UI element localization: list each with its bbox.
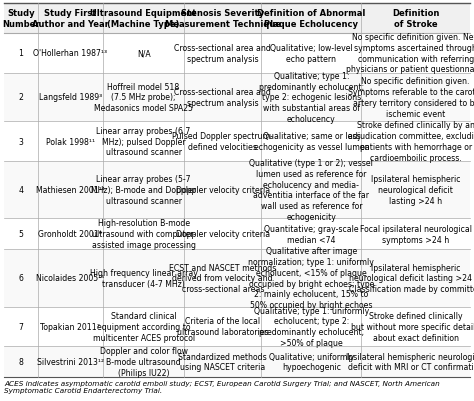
Bar [4,162,470,219]
Text: Stroke defined clinically
but without more specific details
about exact definiti: Stroke defined clinically but without mo… [351,311,474,342]
Text: Study
Number: Study Number [2,9,40,28]
Bar [4,307,470,346]
Text: Qualitative (type 1 or 2); vessel
lumen used as reference for
echolucency and me: Qualitative (type 1 or 2); vessel lumen … [249,159,373,221]
Text: 6: 6 [18,273,23,283]
Text: Linear array probes (6.7
MHz); pulsed Doppler
ultrasound scanner: Linear array probes (6.7 MHz); pulsed Do… [96,126,191,157]
Text: 8: 8 [18,357,23,366]
Text: Qualitative; low-level
echo pattern: Qualitative; low-level echo pattern [270,44,353,63]
Text: No specific definition given. New
symptoms ascertained through
communication wit: No specific definition given. New sympto… [346,33,474,74]
Text: Qualitative; type 1:
predominantly echolucent;
type 2: echogenic lesions
with su: Qualitative; type 1: predominantly echol… [259,72,364,124]
Text: Ipsilateral hemispheric
neurological deficit
lasting >24 h: Ipsilateral hemispheric neurological def… [371,175,460,205]
Text: Cross-sectional area and
spectrum analysis: Cross-sectional area and spectrum analys… [174,88,271,107]
Text: 4: 4 [18,186,23,194]
Bar [4,219,470,249]
Text: Ultrasound Equipment
(Machine Type): Ultrasound Equipment (Machine Type) [91,9,197,28]
Text: Qualitative; same or less
echogenicity as vessel lumen: Qualitative; same or less echogenicity a… [254,132,369,152]
Text: Standardized methods
using NASCET criteria: Standardized methods using NASCET criter… [178,352,267,372]
Text: Mathiesen 2001¹⁴: Mathiesen 2001¹⁴ [36,186,105,194]
Text: Qualitative; uniformly
hypoechogenic: Qualitative; uniformly hypoechogenic [269,352,354,372]
Text: Stenosis Severity
Measurement Technique: Stenosis Severity Measurement Technique [165,9,281,28]
Text: Study First
Author and Year: Study First Author and Year [32,9,109,28]
Text: Doppler velocity criteria: Doppler velocity criteria [176,230,270,239]
Bar [4,73,470,122]
Bar [4,122,470,162]
Text: ACES indicates asymptomatic carotid emboli study; ECST, European Carotid Surgery: ACES indicates asymptomatic carotid embo… [4,380,440,393]
Text: Criteria of the local
ultrasound laboratories: Criteria of the local ultrasound laborat… [177,317,269,336]
Text: Hoffreil model 518
(7.5 MHz probe);
Medasonics model SPA25: Hoffreil model 518 (7.5 MHz probe); Meda… [94,83,193,113]
Text: ECST and NASCET methods
derived from velocity and
cross-sectional areas: ECST and NASCET methods derived from vel… [169,263,276,294]
Text: Doppler and color flow
B-mode ultrasound
(Philips IU22): Doppler and color flow B-mode ultrasound… [100,346,188,377]
Text: Ipsilateral hemispheric
neurological deficit lasting >24 h.
Classification made : Ipsilateral hemispheric neurological def… [349,263,474,294]
Text: 5: 5 [18,230,23,239]
Bar [4,249,470,307]
Bar [4,34,470,73]
Text: Focal ipsilateral neurological
symptoms >24 h: Focal ipsilateral neurological symptoms … [360,224,472,244]
Text: Gronholdt 2001⁶: Gronholdt 2001⁶ [38,230,102,239]
Text: Stroke defined clinically by an
adjudication committee, excluding
patients with : Stroke defined clinically by an adjudica… [348,121,474,162]
Text: Polak 1998¹¹: Polak 1998¹¹ [46,137,95,146]
Text: Qualitative after image
normalization; type 1: uniformly
echolucent, <15% of pla: Qualitative after image normalization; t… [248,247,374,310]
Bar [4,4,470,34]
Text: Qualitative; type 1: uniformly
echolucent; type 2:
predominantly echolucent,
>50: Qualitative; type 1: uniformly echolucen… [254,306,369,347]
Text: Ipsilateral hemispheric neurological
deficit with MRI or CT confirmation: Ipsilateral hemispheric neurological def… [346,352,474,372]
Bar [4,346,470,377]
Text: Definition of Abnormal
Plaque Echolucency: Definition of Abnormal Plaque Echolucenc… [257,9,365,28]
Text: No specific definition given.
Symptoms referable to the carotid
artery territory: No specific definition given. Symptoms r… [348,77,474,118]
Text: O'Hollerhan 1987¹³: O'Hollerhan 1987¹³ [33,49,107,58]
Text: Nicolaides 2005¹⁵: Nicolaides 2005¹⁵ [36,273,104,283]
Text: Definition
of Stroke: Definition of Stroke [392,9,439,28]
Text: 1: 1 [18,49,23,58]
Text: 3: 3 [18,137,23,146]
Text: Doppler velocity criteria: Doppler velocity criteria [176,186,270,194]
Text: Topakian 2011⁷: Topakian 2011⁷ [40,322,100,331]
Text: Linear array probes (5-7
MHz); B-mode and Doppler
ultrasound scanner: Linear array probes (5-7 MHz); B-mode an… [91,175,196,205]
Text: 2: 2 [18,93,23,102]
Text: Langsfeld 1989³: Langsfeld 1989³ [38,93,102,102]
Text: Silvestrini 2013¹²: Silvestrini 2013¹² [36,357,104,366]
Text: Quantitative; gray-scale
median <74: Quantitative; gray-scale median <74 [264,224,359,244]
Text: 7: 7 [18,322,23,331]
Text: Cross-sectional area and
spectrum analysis: Cross-sectional area and spectrum analys… [174,44,271,63]
Text: High frequency linear array
transducer (4-7 MHz): High frequency linear array transducer (… [90,268,198,288]
Text: N/A: N/A [137,49,150,58]
Text: Pulsed Doppler spectrum-
defined velocities: Pulsed Doppler spectrum- defined velocit… [172,132,273,152]
Text: High-resolution B-mode
ultrasound with computer-
assisted image processing: High-resolution B-mode ultrasound with c… [91,219,196,249]
Text: Standard clinical
equipment according to
multicenter ACES protocol: Standard clinical equipment according to… [92,311,195,342]
